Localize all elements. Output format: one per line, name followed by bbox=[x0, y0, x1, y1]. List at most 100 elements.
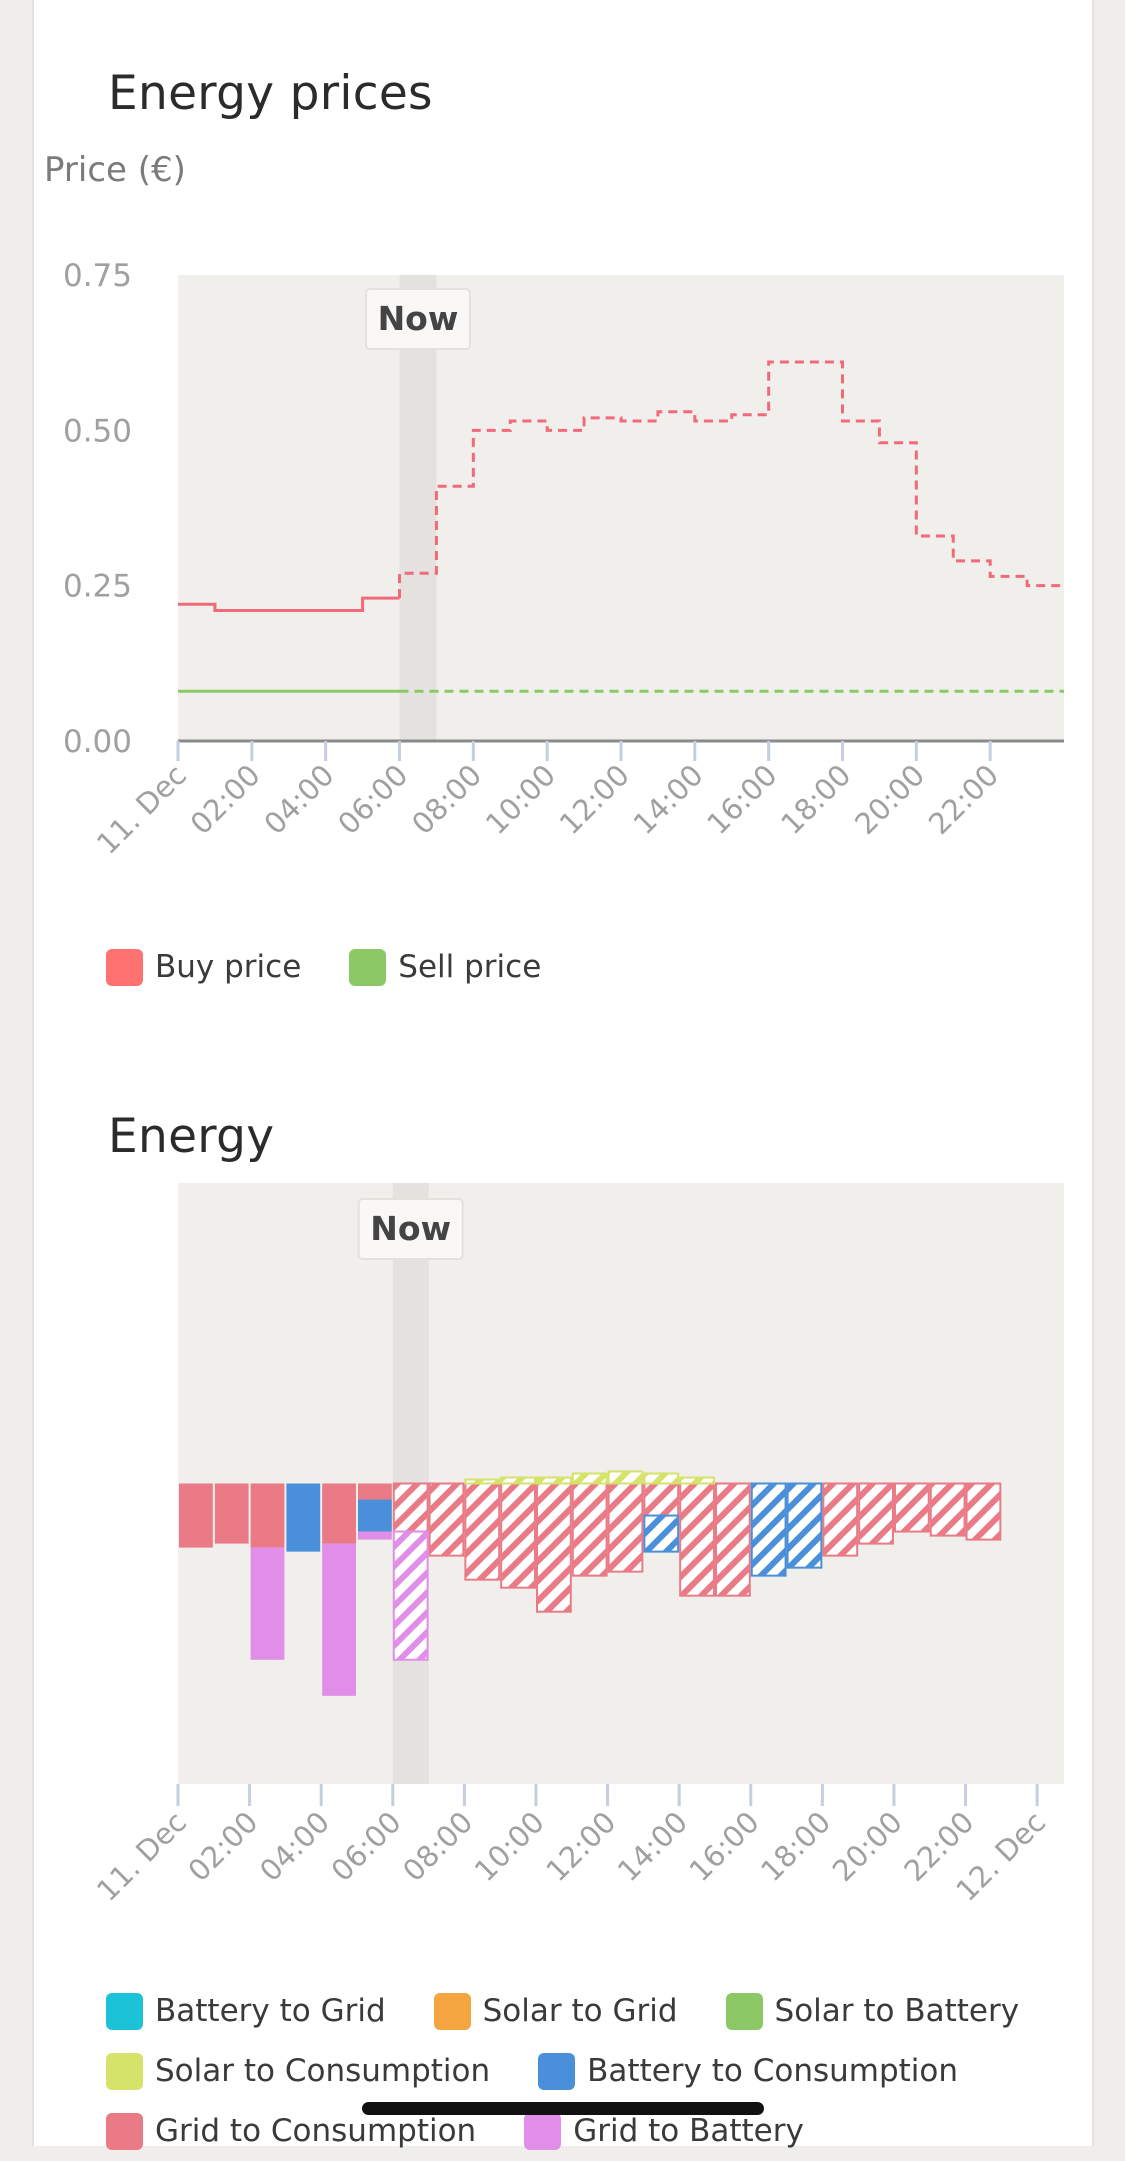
prices-x-tick-label: 22:00 bbox=[922, 758, 1005, 841]
legend-label: Grid to Battery bbox=[573, 2113, 804, 2149]
energy-bar-grid-to-consumption bbox=[500, 1482, 536, 1589]
prices-legend-row: Buy price Sell price bbox=[106, 937, 589, 997]
now-badge-box bbox=[364, 288, 471, 350]
prices-y-tick-label: 0.25 bbox=[63, 569, 132, 605]
energy-bar-battery-to-consumption bbox=[643, 1514, 680, 1553]
legend-swatch bbox=[106, 2052, 143, 2090]
legend-item-buy-price[interactable]: Buy price bbox=[106, 948, 302, 986]
energy-bar-grid-to-consumption bbox=[571, 1482, 608, 1577]
energy-x-tick-label: 11. Dec bbox=[90, 1805, 193, 1908]
prices-y-tick-label: 0.50 bbox=[63, 413, 132, 449]
legend-swatch bbox=[433, 1992, 471, 2030]
energy-bar-grid-to-consumption bbox=[464, 1482, 501, 1581]
energy-chart[interactable]: 11. Dec02:0004:0006:0008:0010:0012:0014:… bbox=[34, 1150, 1092, 1970]
energy-card: Energy prices Price (€) 0.00 0.25 0.50 0.75… bbox=[32, 0, 1094, 2150]
energy-bar-grid-to-consumption bbox=[535, 1482, 572, 1613]
prices-legend: Buy price Sell price bbox=[106, 937, 589, 997]
energy-bar-grid-to-consumption bbox=[714, 1482, 751, 1597]
now-badge-box bbox=[357, 1198, 464, 1260]
now-badge-label: Now bbox=[378, 299, 459, 338]
energy-bar-grid-to-consumption bbox=[214, 1483, 249, 1544]
energy-bar-solar-to-consumption bbox=[535, 1476, 572, 1485]
energy-x-tick-label: 18:00 bbox=[754, 1805, 837, 1888]
energy-bar-grid-to-consumption bbox=[965, 1482, 1002, 1541]
energy-bar-battery-to-consumption bbox=[357, 1499, 392, 1532]
prices-y-tick-label: 0.00 bbox=[63, 724, 132, 760]
energy-legend-row: Battery to Grid Solar to Grid Solar to Bat… bbox=[106, 1981, 1067, 2041]
legend-label: Solar to Battery bbox=[774, 1993, 1020, 2029]
prices-x-tick-label: 06:00 bbox=[331, 758, 414, 841]
energy-bar-grid-to-consumption bbox=[250, 1483, 285, 1548]
prices-y-tick-label: 0.75 bbox=[63, 258, 132, 294]
energy-x-tick-label: 06:00 bbox=[325, 1805, 408, 1888]
energy-bar-battery-to-consumption bbox=[286, 1483, 321, 1552]
energy-bar-grid-to-battery bbox=[357, 1531, 392, 1540]
energy-bar-solar-to-consumption bbox=[571, 1472, 608, 1485]
prices-now-badge: Now bbox=[364, 288, 471, 350]
legend-item-solar-to-consumption[interactable]: Solar to Consumption bbox=[106, 2052, 491, 2090]
legend-swatch bbox=[524, 2112, 562, 2150]
legend-item-solar-to-battery[interactable]: Solar to Battery bbox=[725, 1992, 1020, 2030]
energy-bar-grid-to-consumption bbox=[179, 1483, 213, 1548]
energy-bar-solar-to-consumption bbox=[607, 1470, 644, 1485]
legend-label: Grid to Consumption bbox=[155, 2113, 477, 2149]
energy-bar-grid-to-consumption bbox=[643, 1482, 680, 1517]
energy-bar-battery-to-consumption bbox=[786, 1482, 823, 1569]
prices-x-tick-label: 08:00 bbox=[405, 758, 488, 841]
legend-swatch bbox=[106, 1992, 143, 2030]
legend-item-grid-to-battery[interactable]: Grid to Battery bbox=[524, 2112, 804, 2150]
prices-x-tick-label: 10:00 bbox=[479, 758, 562, 841]
energy-bar-grid-to-consumption bbox=[607, 1482, 644, 1573]
prices-chart[interactable]: 0.00 0.25 0.50 0.75 11. Dec02:0004:0006:0008… bbox=[34, 0, 1092, 900]
prices-plot-area bbox=[178, 275, 1064, 741]
prices-x-tick-label: 18:00 bbox=[774, 758, 857, 841]
legend-label: Solar to Consumption bbox=[155, 2053, 491, 2089]
legend-label: Solar to Grid bbox=[482, 1993, 678, 2029]
prices-now-band bbox=[399, 275, 437, 741]
energy-bar-grid-to-battery bbox=[250, 1547, 285, 1660]
prices-x-tick-label: 14:00 bbox=[627, 758, 710, 841]
energy-bar-grid-to-battery bbox=[322, 1543, 356, 1696]
energy-x-tick-label: 04:00 bbox=[253, 1805, 336, 1888]
energy-x-tick-label: 20:00 bbox=[826, 1805, 909, 1888]
prices-y-axis-title: Price (€) bbox=[44, 150, 186, 190]
legend-label: Battery to Consumption bbox=[587, 2053, 959, 2089]
legend-swatch bbox=[349, 948, 387, 986]
legend-swatch bbox=[538, 2052, 576, 2090]
energy-bar-solar-to-consumption bbox=[464, 1478, 501, 1485]
energy-bar-grid-to-consumption bbox=[679, 1482, 715, 1597]
energy-x-tick-label: 16:00 bbox=[683, 1805, 766, 1888]
energy-x-tick-label: 02:00 bbox=[181, 1805, 264, 1888]
energy-legend-row: Grid to Consumption Grid to Battery bbox=[106, 2101, 1067, 2161]
legend-swatch bbox=[725, 1992, 763, 2030]
energy-bar-grid-to-battery bbox=[392, 1530, 429, 1661]
legend-swatch bbox=[106, 948, 143, 986]
legend-label: Buy price bbox=[155, 949, 302, 985]
legend-item-battery-to-grid[interactable]: Battery to Grid bbox=[106, 1992, 386, 2030]
energy-chart-title: Energy bbox=[108, 1109, 275, 1164]
energy-bar-grid-to-consumption bbox=[428, 1482, 465, 1557]
energy-now-badge: Now bbox=[357, 1198, 464, 1260]
prices-x-tick-label: 16:00 bbox=[700, 758, 783, 841]
energy-bar-battery-to-consumption bbox=[750, 1482, 787, 1577]
buy-price-line-past bbox=[178, 596, 400, 613]
legend-label: Battery to Grid bbox=[155, 1993, 386, 2029]
energy-bar-grid-to-consumption bbox=[357, 1483, 392, 1500]
energy-legend-row: Solar to Consumption Battery to Consumpti… bbox=[106, 2041, 1067, 2101]
energy-bar-grid-to-consumption bbox=[822, 1482, 859, 1557]
prices-x-tick-label: 11. Dec bbox=[90, 758, 193, 861]
prices-x-tick-label: 20:00 bbox=[848, 758, 931, 841]
buy-price-line-forecast bbox=[398, 360, 1064, 599]
legend-item-sell-price[interactable]: Sell price bbox=[349, 948, 541, 986]
energy-x-tick-label: 14:00 bbox=[611, 1805, 694, 1888]
energy-bar-grid-to-consumption bbox=[392, 1482, 429, 1533]
energy-bar-grid-to-consumption bbox=[929, 1482, 966, 1537]
legend-item-grid-to-consumption[interactable]: Grid to Consumption bbox=[106, 2112, 477, 2150]
energy-x-tick-label: 12:00 bbox=[539, 1805, 622, 1888]
energy-bar-solar-to-consumption bbox=[643, 1472, 680, 1485]
legend-item-solar-to-grid[interactable]: Solar to Grid bbox=[433, 1992, 678, 2030]
legend-item-battery-to-consumption[interactable]: Battery to Consumption bbox=[538, 2052, 959, 2090]
energy-bar-grid-to-consumption bbox=[322, 1483, 356, 1544]
energy-bar-solar-to-consumption bbox=[679, 1476, 715, 1485]
prices-chart-title: Energy prices bbox=[108, 66, 433, 121]
